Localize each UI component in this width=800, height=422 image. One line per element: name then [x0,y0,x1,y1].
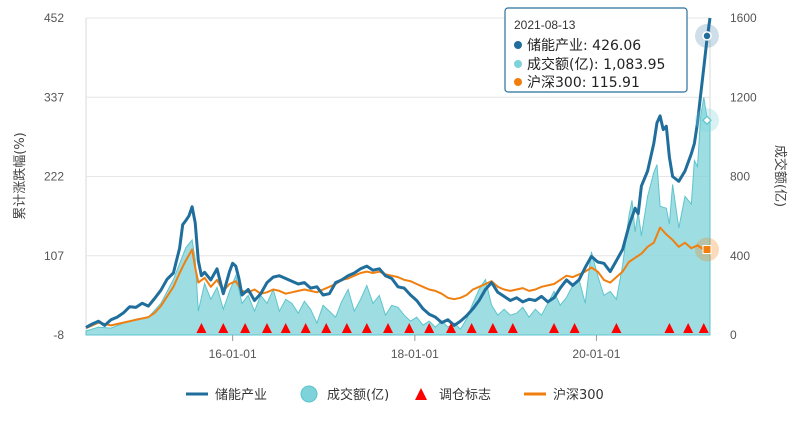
y-right-axis-title: 成交额(亿) [772,145,788,207]
rebalance-marker [383,323,394,333]
legend-marker-swatch [415,388,427,400]
volume-area-path [85,97,711,336]
benchmark-line [85,226,710,330]
tooltip-dot-benchmark [514,78,522,86]
tooltip-benchmark-value: 沪深300: 115.91 [527,75,640,91]
y-left-tick-label: 337 [44,90,64,104]
rebalance-marker [698,323,709,333]
y-right-tick-label: 400 [730,249,750,263]
legend-benchmark-label: 沪深300 [553,387,604,403]
left-axis: -8 107 222 337 452 [44,11,64,342]
y-left-axis-title: 累计涨跌幅(%) [12,132,28,220]
rebalance-marker [466,323,477,333]
rebalance-marker [341,323,352,333]
x-axis: 16-01-01 18-01-01 20-01-01 [209,335,621,361]
benchmark-series [85,226,710,330]
rebalance-marker [300,323,311,333]
rebalance-marker [321,323,332,333]
legend-marker-label: 调仓标志 [439,388,491,403]
rebalance-marker [507,323,518,333]
tooltip-date: 2021-08-13 [514,18,576,32]
rebalance-marker [196,323,207,333]
legend-volume-swatch [300,385,318,403]
rebalance-marker [549,323,559,333]
y-left-tick-label: 107 [44,249,64,263]
volume-hover-point [702,115,712,126]
y-right-tick-label: 0 [730,328,737,342]
right-axis: 0 400 800 1200 1600 [730,11,757,342]
rebalance-marker [240,323,251,333]
tooltip-dot-strategy [514,41,522,49]
legend-volume-label: 成交额(亿) [327,387,389,403]
volume-area [85,97,711,336]
tooltip-volume-value: 成交额(亿): 1,083.95 [527,56,665,73]
rebalance-marker [664,323,675,333]
y-right-tick-label: 1600 [730,11,757,25]
rebalance-marker [361,323,372,333]
strategy-hover-point [702,31,712,41]
rebalance-marker [683,323,694,333]
x-tick-label: 20-01-01 [572,347,620,361]
y-left-tick-label: 452 [44,11,64,25]
rebalance-marker [261,323,272,333]
tooltip-dot-volume [514,60,522,68]
tooltip-box [504,7,688,93]
rebalance-marker [569,323,580,333]
rebalance-marker [404,323,415,333]
hover-points [695,23,719,262]
benchmark-hover-point [702,245,712,255]
tooltip: 2021-08-13 储能产业: 426.06 成交额(亿): 1,083.95… [504,7,688,93]
legend-strategy-label: 储能产业 [215,388,267,403]
y-right-tick-label: 1200 [730,90,757,104]
rebalance-markers [196,323,709,333]
strategy-series [85,17,712,329]
rebalance-marker [611,323,622,333]
x-tick-label: 18-01-01 [391,347,439,361]
rebalance-marker [446,323,457,333]
rebalance-marker [424,323,435,333]
legend: 储能产业 成交额(亿) 调仓标志 沪深300 [186,385,604,403]
x-tick-label: 16-01-01 [209,347,257,361]
rebalance-marker [218,323,229,333]
rebalance-marker [487,323,498,333]
tooltip-strategy-value: 储能产业: 426.06 [527,38,641,54]
y-right-tick-label: 800 [730,170,750,184]
y-left-tick-label: -8 [53,328,64,342]
strategy-line [85,17,712,329]
rebalance-marker [280,323,291,333]
y-left-tick-label: 222 [44,170,64,184]
